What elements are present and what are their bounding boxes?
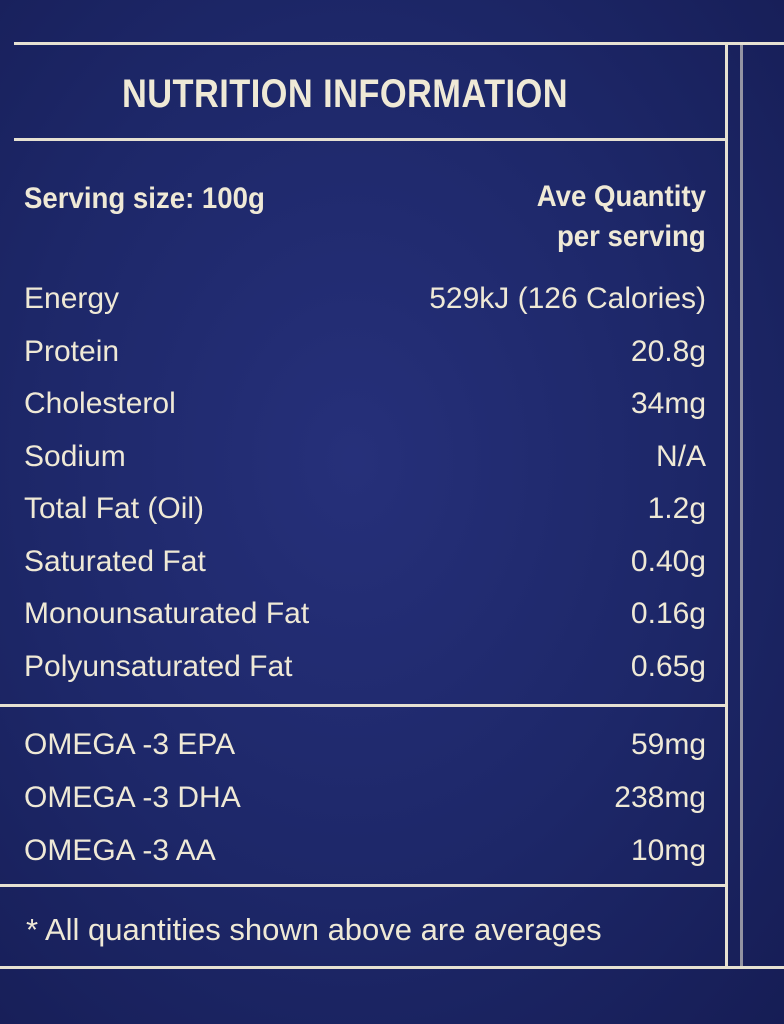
nutrient-amount: 0.65g (630, 649, 706, 683)
nutrient-name: Sodium (24, 439, 126, 473)
nutrient-name: Cholesterol (24, 387, 176, 420)
quantity-heading: per serving (557, 220, 706, 253)
rule (0, 704, 728, 707)
title: NUTRITION INFORMATION (122, 72, 568, 116)
nutrient-amount: 1.2g (647, 492, 706, 525)
nutrient-name: Energy (24, 282, 120, 315)
rule (725, 42, 728, 969)
nutrient-name: Monounsaturated Fat (24, 597, 310, 630)
omega-amount: 10mg (630, 834, 706, 867)
footnote: * All quantities shown above are average… (26, 912, 602, 947)
nutrient-amount: 0.40g (630, 544, 706, 578)
nutrient-name: Saturated Fat (24, 544, 206, 578)
rule (740, 42, 743, 969)
serving-size: Serving size: 100g (24, 182, 265, 215)
nutrient-amount: N/A (655, 439, 706, 473)
omega-amount: 59mg (630, 728, 706, 761)
nutrient-name: Total Fat (Oil) (24, 492, 205, 525)
rule (14, 138, 728, 141)
nutrient-amount: 529kJ (126 Calories) (429, 282, 706, 315)
rule (14, 42, 784, 45)
nutrient-name: Protein (24, 334, 120, 368)
nutrient-amount: 34mg (630, 387, 706, 420)
omega-name: OMEGA -3 AA (24, 834, 216, 867)
rule (0, 966, 784, 969)
nutrient-amount: 20.8g (630, 334, 706, 368)
quantity-heading: Ave Quantity (536, 180, 706, 213)
omega-name: OMEGA -3 DHA (24, 781, 241, 814)
omega-name: OMEGA -3 EPA (24, 728, 236, 761)
nutrient-name: Polyunsaturated Fat (24, 649, 293, 683)
rule (0, 884, 728, 887)
nutrient-amount: 0.16g (630, 597, 706, 630)
omega-amount: 238mg (614, 781, 706, 814)
